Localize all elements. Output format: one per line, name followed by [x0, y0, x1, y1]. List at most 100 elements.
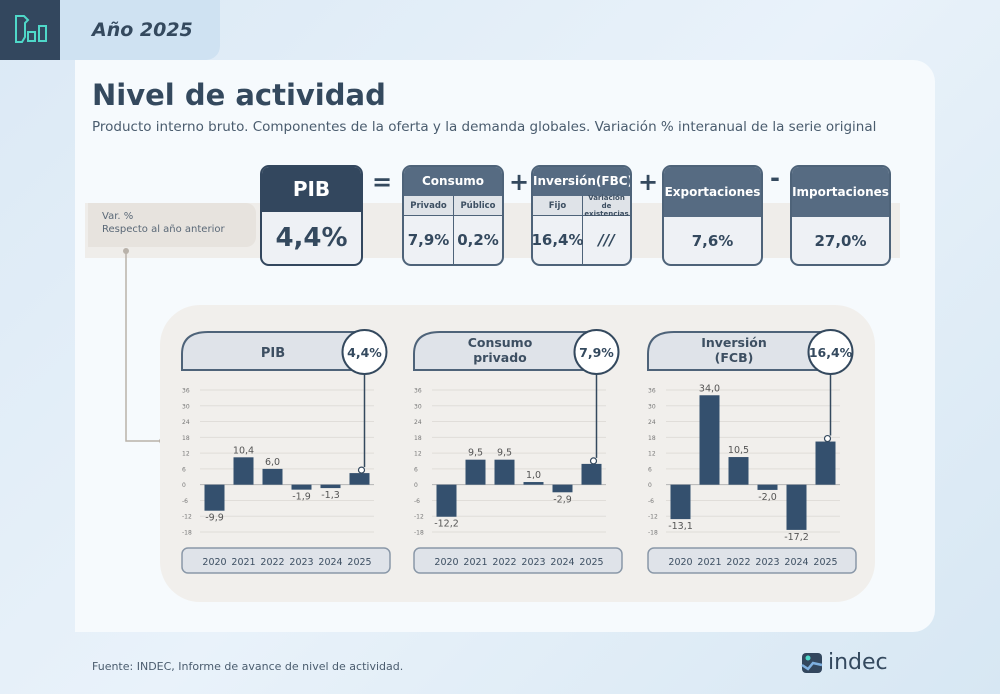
- x-tick-label: 2025: [579, 557, 603, 568]
- logo: [0, 0, 60, 60]
- badge-value: 4,4%: [347, 345, 382, 360]
- y-axis-label: %: [410, 458, 411, 464]
- equals-sign: =: [372, 168, 393, 196]
- x-tick-label: 2025: [347, 557, 371, 568]
- plus-sign: +: [509, 168, 530, 196]
- y-tick-label: -12: [414, 514, 424, 521]
- y-tick-label: 36: [182, 388, 190, 395]
- chart-title: PIB: [261, 346, 285, 361]
- badge-value: 16,4%: [809, 345, 853, 360]
- x-tick-label: 2023: [755, 557, 779, 568]
- data-label: -9,9: [205, 513, 224, 524]
- variacion-label: Variación de existencias: [583, 193, 630, 218]
- year-tab: Año 2025: [60, 0, 220, 60]
- x-tick-label: 2025: [813, 557, 837, 568]
- chart-pib: PIB 36 30 24 18 12 6 0 -6 -12 -18% -9,9 10,4 6,0 -1,9-…: [178, 329, 391, 574]
- bar: [786, 484, 807, 530]
- importaciones-card: Importaciones 27,0%: [790, 165, 891, 266]
- year-strip: [647, 547, 857, 574]
- year-strip: [413, 547, 623, 574]
- data-label: -17,2: [784, 532, 809, 543]
- x-tick-label: 2024: [550, 557, 574, 568]
- y-tick-label: 18: [648, 435, 656, 442]
- importaciones-label: Importaciones: [792, 167, 889, 217]
- x-tick-label: 2020: [202, 557, 226, 568]
- x-tick-label: 2022: [726, 557, 750, 568]
- bar: [815, 441, 836, 485]
- exportaciones-label: Exportaciones: [664, 167, 761, 217]
- y-tick-label: 0: [648, 482, 652, 489]
- bar: [670, 484, 691, 520]
- y-tick-label: 30: [648, 403, 656, 410]
- chart-header: [647, 331, 835, 371]
- x-tick-label: 2024: [318, 557, 342, 568]
- data-label: 9,5: [497, 448, 512, 459]
- data-label: -13,1: [668, 521, 693, 532]
- chart-header: [413, 331, 601, 371]
- y-tick-label: 30: [414, 403, 422, 410]
- chart-header: [181, 331, 369, 371]
- bar: [465, 459, 486, 485]
- y-tick-label: -18: [182, 530, 192, 537]
- var-label-title: Var. %: [102, 211, 134, 222]
- y-tick-label: -18: [648, 530, 658, 537]
- bar: [204, 484, 225, 511]
- x-tick-label: 2021: [463, 557, 487, 568]
- data-label: -1,9: [292, 492, 311, 503]
- y-tick-label: 0: [414, 482, 418, 489]
- indec-logo: indec: [800, 650, 888, 675]
- fijo-label: Fijo: [533, 196, 583, 216]
- privado-value: 7,9%: [404, 216, 454, 264]
- var-label-desc: Respecto al año anterior: [102, 224, 225, 235]
- var-label: Var. % Respecto al año anterior: [88, 203, 256, 247]
- y-tick-label: 18: [414, 435, 422, 442]
- page-subtitle: Producto interno bruto. Componentes de l…: [92, 119, 877, 135]
- data-label: -1,3: [321, 490, 340, 501]
- bar: [262, 468, 283, 485]
- x-tick-label: 2022: [260, 557, 284, 568]
- badge-circle: [807, 329, 854, 375]
- bar: [699, 395, 720, 485]
- y-tick-label: 24: [414, 419, 422, 426]
- badge-dot: [357, 466, 366, 474]
- badge-dot: [823, 434, 832, 443]
- data-label: -12,2: [434, 519, 459, 530]
- y-tick-label: 30: [182, 403, 190, 410]
- x-tick-label: 2020: [434, 557, 458, 568]
- badge-value: 7,9%: [579, 345, 614, 360]
- y-tick-label: -12: [648, 514, 658, 521]
- bar: [349, 473, 370, 485]
- y-tick-label: -6: [414, 498, 420, 505]
- importaciones-value: 27,0%: [814, 231, 867, 250]
- y-tick-label: 0: [182, 482, 186, 489]
- publico-value: 0,2%: [457, 231, 499, 249]
- chart-inversion: Inversión(FCB) 36 30 24 18 12 6 0 -6 -12 -18% -13,1…: [644, 329, 857, 574]
- exportaciones-card: Exportaciones 7,6%: [662, 165, 763, 266]
- y-tick-label: 6: [182, 466, 186, 473]
- y-tick-label: 12: [414, 451, 422, 458]
- bar: [233, 457, 254, 485]
- pib-value: 4,4%: [275, 223, 348, 253]
- badge-circle: [573, 329, 620, 375]
- exportaciones-value: 7,6%: [691, 231, 734, 250]
- chart-title: Inversión: [701, 335, 767, 350]
- y-tick-label: -18: [414, 530, 424, 537]
- data-label: 10,5: [728, 445, 749, 456]
- x-tick-label: 2023: [289, 557, 313, 568]
- y-axis-label: %: [178, 458, 179, 464]
- y-tick-label: 24: [648, 419, 656, 426]
- y-tick-label: -6: [182, 498, 188, 505]
- chart-title: Consumo: [468, 335, 533, 350]
- x-tick-label: 2024: [784, 557, 808, 568]
- data-label: 9,5: [468, 448, 483, 459]
- data-label: -2,0: [758, 492, 777, 503]
- data-label: 1,0: [526, 470, 541, 481]
- data-label: -2,9: [553, 494, 572, 505]
- y-tick-label: 24: [182, 419, 190, 426]
- x-tick-label: 2020: [668, 557, 692, 568]
- privado-label: Privado: [404, 196, 454, 216]
- publico-label: Público: [454, 196, 502, 216]
- indec-brand: indec: [828, 650, 888, 675]
- badge-circle: [341, 329, 388, 375]
- bar: [581, 463, 602, 485]
